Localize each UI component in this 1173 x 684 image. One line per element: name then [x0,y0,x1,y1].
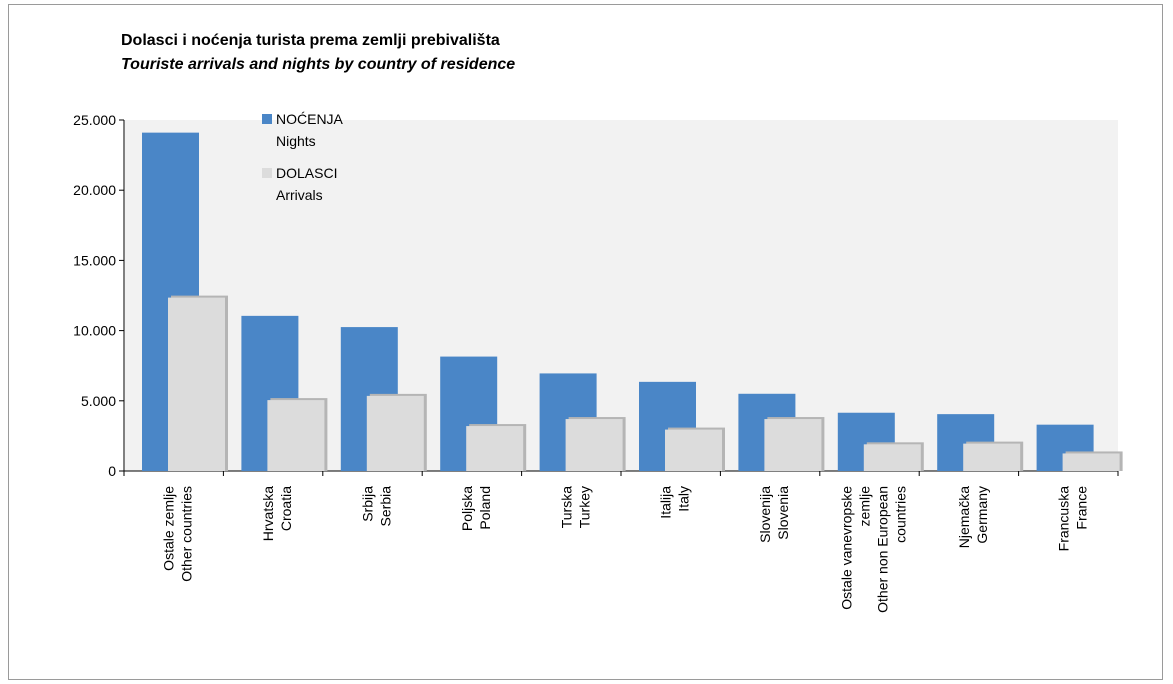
y-tick-label: 5.000 [81,393,116,409]
x-tick-label: Hrvatska [260,486,276,541]
bar-arrivals [1062,453,1120,471]
x-tick-label: Italy [676,486,692,512]
x-tick-label: Ostale zemlje [161,486,177,571]
x-tick-label: zemlje [857,486,873,527]
bar-arrivals [863,444,921,471]
x-tick-label: Slovenija [757,486,773,543]
x-tick-label: Croatia [278,486,294,531]
bar-arrivals [665,429,722,471]
x-tick-label: Poland [477,486,493,530]
chart-subtitle: Touriste arrivals and nights by country … [121,56,516,73]
x-tick-label: Other countries [179,486,195,582]
bar-arrivals [267,400,325,471]
x-tick-label: Serbia [378,486,394,527]
bar-arrivals [963,443,1021,471]
x-tick-label: Other non European [875,486,891,613]
x-tick-label: France [1073,486,1089,530]
x-tick-label: countries [893,486,909,543]
legend-label-en: Arrivals [276,187,323,203]
legend-label: NOĆENJA [276,111,344,127]
chart-title: Dolasci i noćenja turista prema zemlji p… [121,32,500,49]
bar-arrivals [565,419,623,471]
legend-swatch [262,114,272,124]
x-tick-label: Turkey [576,486,592,528]
bar-arrivals [466,426,524,471]
legend-label: DOLASCI [276,165,337,181]
y-tick-label: 25.000 [73,112,116,128]
bar-arrivals [764,419,822,471]
bar-arrivals [168,297,225,471]
x-tick-label: Germany [974,486,990,544]
y-tick-label: 0 [108,463,116,479]
x-tick-label: Italija [658,486,674,519]
bar-arrivals [366,395,424,471]
x-tick-label: Srbija [360,486,376,522]
x-tick-label: Slovenia [775,486,791,540]
x-tick-label: Francuska [1055,486,1071,552]
y-tick-label: 20.000 [73,182,116,198]
legend-swatch [262,168,272,178]
legend-label-en: Nights [276,133,316,149]
y-tick-label: 10.000 [73,323,116,339]
x-tick-label: Turska [558,486,574,528]
x-tick-label: Poljska [459,486,475,531]
x-tick-label: Ostale vanevropske [839,486,855,610]
x-tick-label: Njemačka [956,486,972,548]
y-tick-label: 15.000 [73,252,116,268]
